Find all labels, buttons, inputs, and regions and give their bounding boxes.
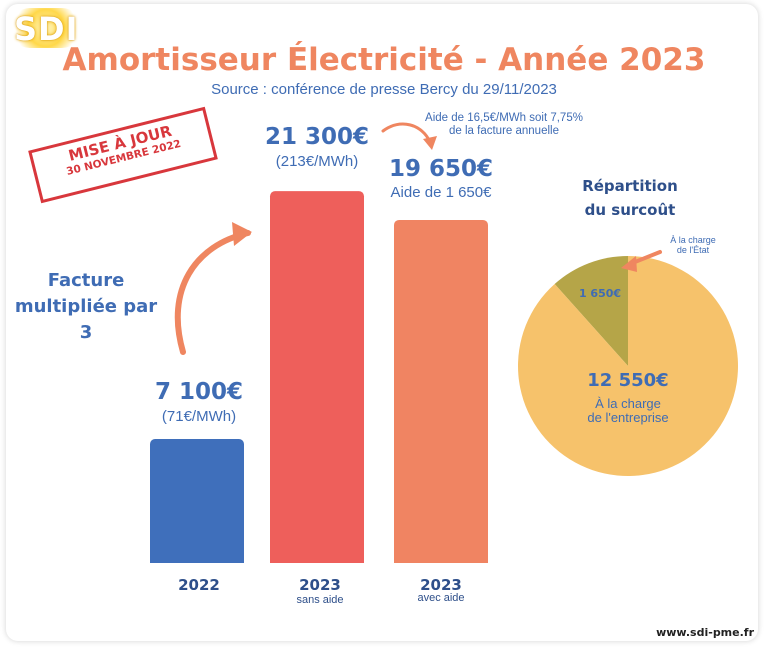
pie-slice-state [554, 256, 628, 366]
bar-value-label-2023-avec-aide: 19 650€ [388, 156, 494, 182]
pie-slice-company [517, 256, 738, 476]
bar-value-label-2022: 7 100€ [154, 379, 244, 405]
bar-sublabel-2022: (71€/MWh) [161, 408, 237, 425]
pie-label-state-line-2: de l'État [676, 245, 710, 255]
pie-label-company-line-2: de l'entreprise [587, 410, 669, 425]
logo: SDI [14, 10, 79, 48]
chart-subtitle: Source : conférence de presse Bercy du 2… [211, 81, 557, 98]
bar-2023-sans-aide [270, 191, 364, 563]
multiplier-note: Facture multipliée par 3 [6, 268, 166, 346]
pie-value-label-company: 12 550€ [587, 370, 669, 391]
category-label-2023-sans-aide: 2023 [299, 576, 341, 594]
multiplier-note-line-1: Facture [47, 270, 125, 291]
footer-url: www.sdi-pme.fr [656, 626, 754, 639]
aid-note: Aide de 16,5€/MWh soit 7,75% de la factu… [414, 112, 594, 138]
pie-title: Répartition du surcoût [560, 174, 700, 222]
category-sublabel-sans-aide: sans aide [296, 594, 344, 606]
category-label-2023-avec-aide: 2023 [420, 576, 462, 594]
category-label-2022: 2022 [178, 576, 220, 594]
pie-value-label-state: 1 650€ [578, 287, 622, 300]
bars-group [150, 191, 488, 563]
bar-2023-sans-aide-base [270, 557, 364, 563]
bar-value-label-2023-sans-aide: 21 300€ [264, 124, 370, 150]
pie-title-line-1: Répartition [582, 177, 678, 195]
category-sublabel-avec-aide: avec aide [417, 592, 465, 604]
aid-arrow [381, 122, 432, 144]
bar-sublabel-2023-sans-aide: (213€/MWh) [275, 153, 359, 170]
multiplier-arrowhead [232, 222, 252, 246]
pie-label-company: À la charge de l'entreprise [558, 397, 698, 425]
aid-note-line-1: Aide de 16,5€/MWh soit 7,75% [425, 112, 583, 124]
pie-label-state-line-1: À la charge [670, 235, 716, 245]
bar-2023-avec-aide [394, 219, 488, 563]
aid-arrowhead [423, 136, 437, 150]
bar-2022 [150, 439, 244, 563]
multiplier-note-line-2: multipliée par 3 [14, 296, 158, 343]
bar-2022-base [150, 557, 244, 563]
bar-2023-avec-aide-base [394, 557, 488, 563]
pie-title-line-2: du surcoût [584, 201, 676, 219]
pie-label-state: À la charge de l'État [648, 235, 738, 255]
state-callout-arrowhead [621, 256, 637, 272]
bar-sublabel-2023-avec-aide: Aide de 1 650€ [390, 184, 492, 201]
logo-glow [10, 8, 82, 48]
pie-label-company-line-1: À la charge [595, 396, 661, 411]
aid-note-line-2: de la facture annuelle [449, 125, 559, 137]
chart-title: Amortisseur Électricité - Année 2023 [62, 42, 706, 78]
multiplier-arrow [174, 230, 251, 355]
pie-group [517, 256, 738, 476]
